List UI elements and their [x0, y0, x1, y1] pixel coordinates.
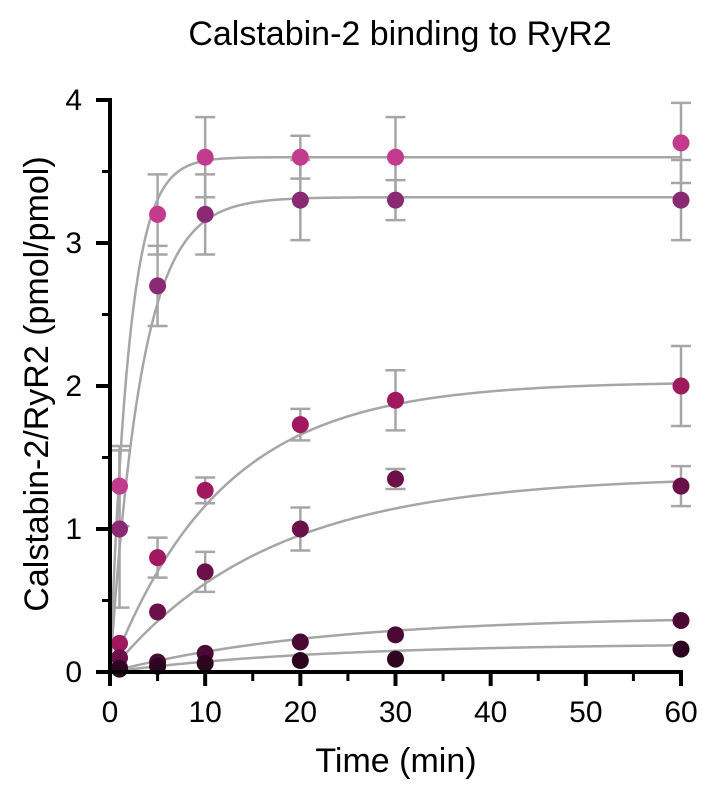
data-point: [387, 626, 404, 644]
x-tick-label: 40: [474, 696, 507, 729]
data-point: [672, 640, 690, 658]
data-point: [387, 650, 404, 668]
error-bars: [109, 101, 691, 609]
data-point: [291, 191, 309, 209]
data-point: [111, 660, 129, 678]
y-tick-label: 2: [65, 370, 82, 403]
data-point: [149, 549, 167, 567]
fit-curve-2: [108, 195, 681, 673]
data-point: [387, 148, 404, 166]
data-point: [291, 416, 309, 434]
data-point: [291, 652, 309, 670]
data-point: [387, 191, 404, 209]
data-point: [196, 481, 214, 499]
x-tick-label: 30: [379, 696, 412, 729]
data-point: [149, 603, 167, 621]
data-point: [196, 205, 214, 223]
x-tick-label: 50: [569, 696, 602, 729]
x-tick-label: 10: [188, 696, 221, 729]
data-point: [672, 612, 690, 630]
data-points: [111, 134, 690, 678]
y-tick-label: 1: [65, 513, 82, 546]
data-point: [149, 277, 167, 295]
y-tick-label: 3: [65, 227, 82, 260]
y-tick-label: 4: [65, 84, 82, 117]
data-point: [196, 654, 214, 672]
data-point: [111, 520, 129, 538]
data-point: [111, 634, 129, 652]
x-tick-label: 20: [284, 696, 317, 729]
y-axis-label: Calstabin-2/RyR2 (pmol/pmol): [18, 156, 56, 611]
x-tick-label: 0: [102, 696, 119, 729]
data-point: [672, 477, 690, 495]
data-point: [672, 377, 690, 395]
data-point: [672, 191, 690, 209]
data-point: [672, 134, 690, 152]
data-point: [111, 477, 129, 495]
data-point: [387, 470, 404, 488]
data-point: [291, 148, 309, 166]
data-point: [387, 391, 404, 409]
fit-curve-4: [109, 480, 682, 673]
data-point: [196, 563, 214, 581]
data-point: [196, 148, 214, 166]
x-tick-label: 60: [664, 696, 697, 729]
data-point: [291, 520, 309, 538]
data-point: [149, 205, 167, 223]
x-axis-label: Time (min): [315, 742, 476, 780]
chart-title: Calstabin-2 binding to RyR2: [188, 15, 611, 53]
data-point: [291, 633, 309, 651]
y-tick-label: 0: [65, 656, 82, 689]
